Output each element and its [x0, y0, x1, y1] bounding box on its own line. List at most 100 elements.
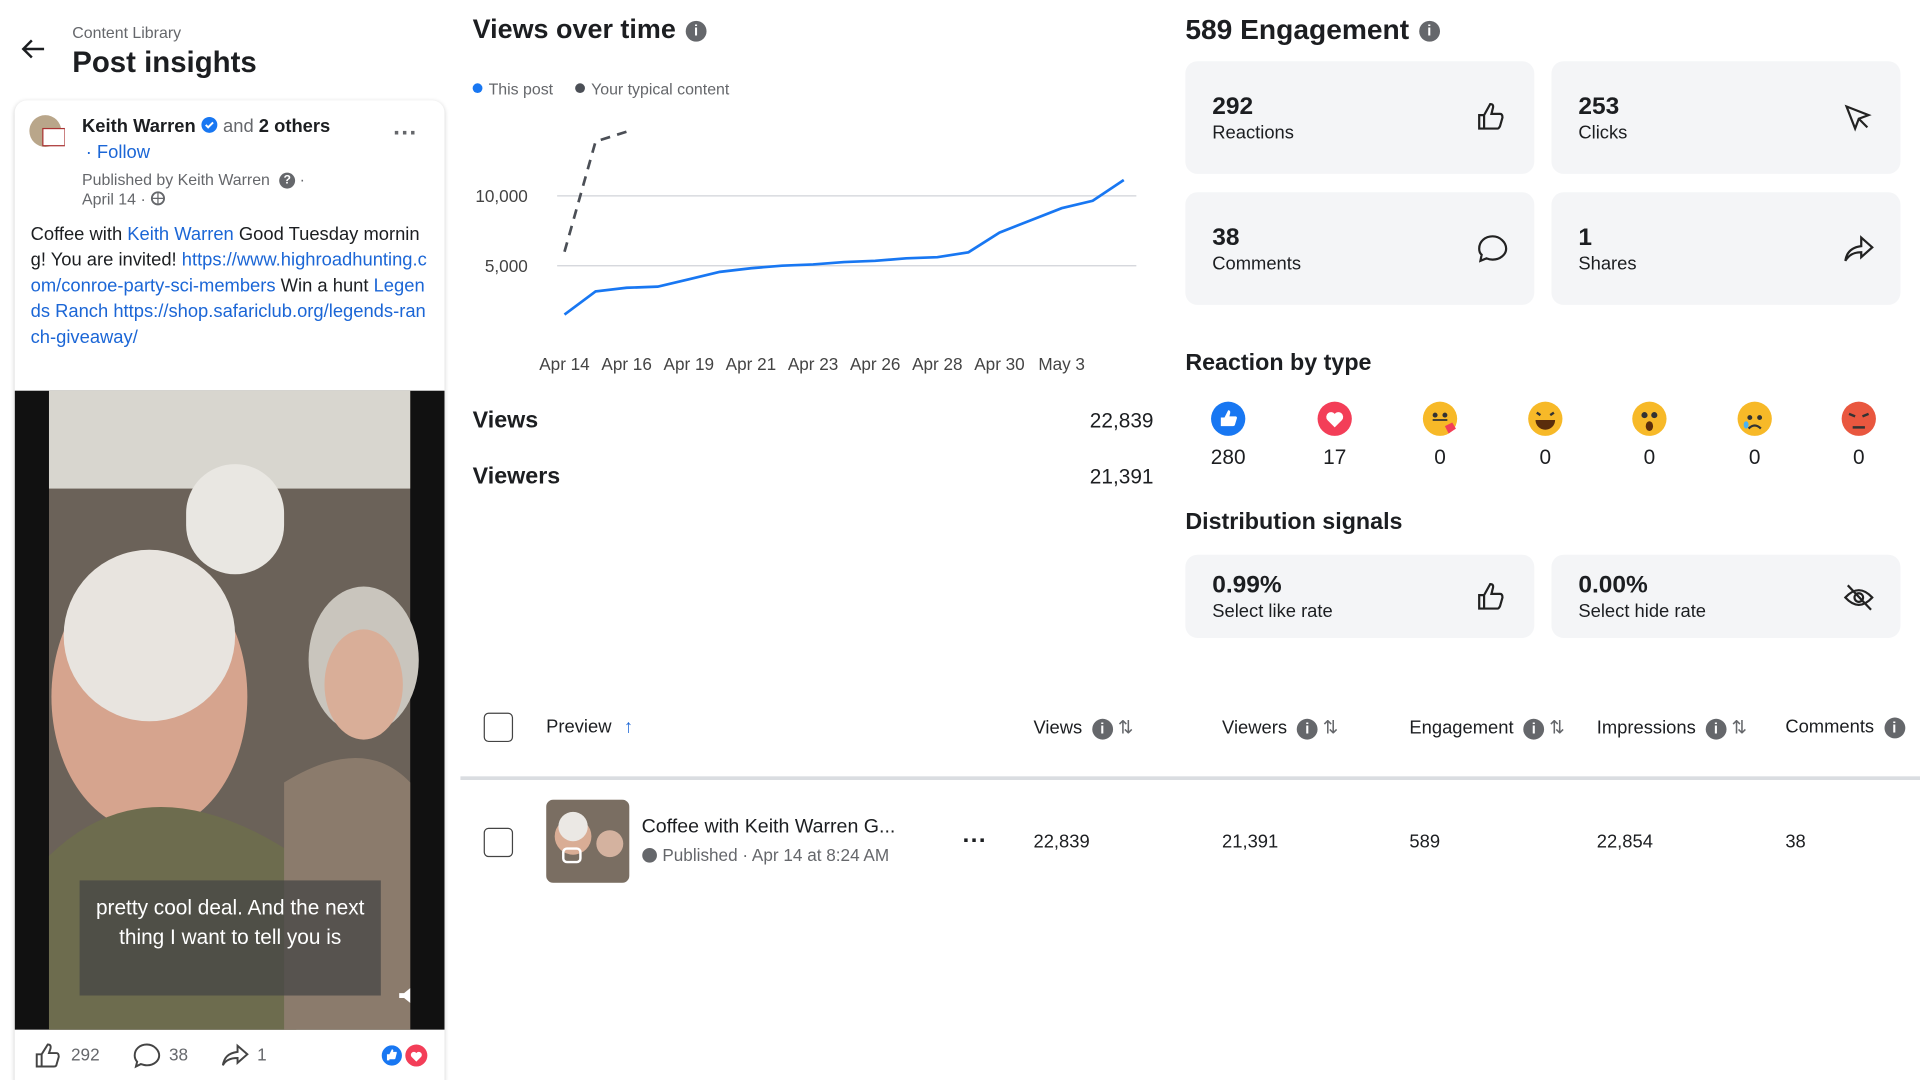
- stat-value: 21,391: [1089, 465, 1154, 489]
- signal-value: 0.99%: [1212, 571, 1282, 599]
- avatar: [29, 115, 65, 147]
- share-icon: [221, 1043, 249, 1066]
- others[interactable]: 2 others: [258, 116, 331, 138]
- signal-value: 0.00%: [1578, 571, 1648, 599]
- reaction-count: 0: [1748, 445, 1761, 469]
- series-line: [563, 178, 1125, 316]
- published-by-text: Published by Keith Warren: [82, 170, 270, 189]
- like-icon: [1478, 582, 1504, 610]
- comment-icon: [133, 1043, 161, 1069]
- metric-label: Shares: [1578, 253, 1637, 275]
- reaction-count: 17: [1323, 445, 1347, 469]
- legend-label: This post: [489, 81, 554, 98]
- column-header[interactable]: Impressions i ⇅: [1596, 717, 1747, 740]
- legend-marker: [472, 83, 483, 94]
- reaction-count: 0: [1539, 445, 1552, 469]
- table-cell: 21,391: [1222, 831, 1279, 853]
- body-link[interactable]: https://www.highroadhunting.com/conroe-p…: [30, 249, 427, 297]
- video-caption: pretty cool deal. And the next thing I w…: [79, 880, 381, 996]
- metric-value: 292: [1212, 93, 1254, 121]
- y-tick-label: 5,000: [485, 256, 528, 276]
- body-text: Coffee with: [30, 224, 128, 245]
- metric-value: 38: [1212, 224, 1240, 252]
- row-checkbox[interactable]: [483, 827, 514, 858]
- reaction-count: 0: [1643, 445, 1656, 469]
- row-title[interactable]: Coffee with Keith Warren G...: [641, 816, 896, 838]
- row-thumbnail[interactable]: [546, 799, 630, 883]
- post-author-line: Keith Warren and 2 others: [82, 116, 330, 137]
- metric-label: Clicks: [1578, 122, 1628, 144]
- select-all-checkbox[interactable]: [483, 712, 514, 743]
- column-header[interactable]: Viewers i ⇅: [1222, 717, 1339, 740]
- like-icon: [1478, 102, 1504, 130]
- reaction-icons: [1211, 401, 1876, 436]
- table-cell: 38: [1785, 831, 1806, 853]
- legend-item: Your typical content: [575, 81, 730, 98]
- reaction-count: 0: [1852, 445, 1865, 469]
- engagement-title: 589 Engagement i: [1185, 13, 1440, 46]
- like-count: 292: [71, 1044, 100, 1065]
- metric-label: Reactions: [1212, 122, 1294, 144]
- body-link[interactable]: https://shop.safariclub.org/legends-ranc…: [30, 301, 426, 348]
- like-icon: [35, 1043, 60, 1068]
- metric-value: 1: [1578, 224, 1593, 252]
- body-text: Win a hunt: [275, 275, 374, 297]
- table-cell: 22,839: [1033, 831, 1090, 853]
- comment-icon: [1478, 235, 1508, 263]
- metric-value: 253: [1578, 93, 1620, 121]
- body-link[interactable]: Keith Warren: [127, 224, 234, 245]
- x-tick-label: Apr 28: [912, 354, 962, 374]
- row-more-button[interactable]: ···: [962, 827, 987, 855]
- body-text: Good Tuesday morning! You are invited!: [30, 224, 420, 271]
- author: Keith Warren: [82, 116, 196, 138]
- column-header[interactable]: Preview ↑: [546, 716, 634, 738]
- signal-label: Select like rate: [1212, 601, 1333, 623]
- back-button[interactable]: [20, 37, 47, 61]
- and: and: [223, 116, 254, 138]
- follow-button[interactable]: · Follow: [85, 142, 151, 163]
- click-icon: [1844, 104, 1872, 132]
- reaction-icons: [379, 1043, 428, 1068]
- series-line: [563, 130, 628, 253]
- share-icon: [1844, 235, 1874, 262]
- y-tick-label: 10,000: [475, 186, 527, 206]
- legend-label: Your typical content: [591, 81, 730, 98]
- reaction-count: 280: [1210, 445, 1246, 469]
- x-tick-label: Apr 21: [726, 354, 776, 374]
- more-button[interactable]: ···: [393, 120, 418, 147]
- table-cell: 22,854: [1596, 831, 1653, 853]
- legend-marker: [575, 83, 585, 94]
- comment-count: 38: [168, 1044, 189, 1065]
- stat-label: Views: [472, 407, 539, 434]
- section-title: Distribution signals: [1185, 509, 1403, 536]
- share-count: 1: [257, 1044, 267, 1065]
- x-tick-label: Apr 30: [974, 354, 1024, 374]
- stat-value: 22,839: [1089, 408, 1154, 433]
- x-tick-label: May 3: [1038, 354, 1085, 374]
- column-header[interactable]: Comments i: [1785, 716, 1905, 738]
- column-header[interactable]: Engagement i ⇅: [1409, 717, 1565, 740]
- reaction-count: 0: [1434, 445, 1446, 469]
- column-header[interactable]: Views i ⇅: [1033, 717, 1134, 740]
- signal-card: 0.99% Select like rate: [1185, 554, 1535, 638]
- signal-label: Select hide rate: [1578, 601, 1707, 623]
- post-body: Coffee with Keith Warren Good Tuesday mo…: [31, 222, 433, 351]
- page-title: Post insights: [72, 46, 257, 80]
- legend-item: This post: [472, 81, 554, 98]
- section-title: Reaction by type: [1185, 350, 1372, 376]
- x-tick-label: Apr 16: [601, 354, 651, 374]
- metric-card: 253 Clicks: [1551, 61, 1901, 174]
- chart-title: Views over time i: [473, 13, 707, 45]
- post-date: April 14 ·: [82, 190, 165, 208]
- x-tick-label: Apr 26: [850, 354, 900, 374]
- date: April 14 ·: [82, 189, 146, 209]
- row-meta: Published · Apr 14 at 8:24 AM: [642, 845, 889, 864]
- x-tick-label: Apr 19: [664, 354, 714, 374]
- metric-label: Comments: [1212, 253, 1302, 275]
- metric-card: 1 Shares: [1551, 192, 1901, 305]
- x-tick-label: Apr 23: [788, 354, 838, 374]
- verified-badge: [201, 116, 218, 133]
- body-link[interactable]: Legends Ranch: [30, 275, 425, 323]
- breadcrumb: Content Library: [72, 23, 182, 42]
